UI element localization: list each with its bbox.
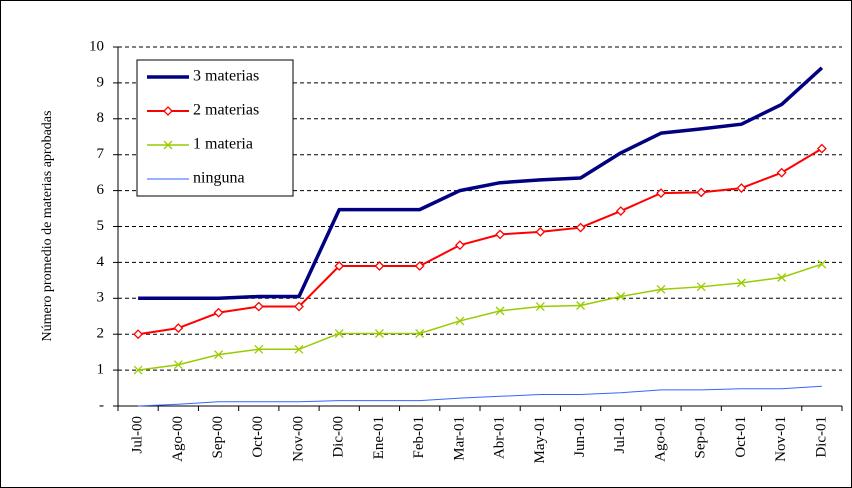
legend-marker: [163, 140, 173, 150]
x-tick-label: Oct-01: [733, 416, 749, 458]
legend-label: 3 materias: [193, 68, 259, 85]
data-point: [696, 187, 707, 198]
data-point: [817, 259, 827, 269]
data-point: [173, 323, 184, 334]
data-point: [294, 301, 304, 312]
data-point: [656, 188, 666, 199]
y-tick-label: 10: [89, 38, 104, 54]
y-tick-label: 5: [97, 218, 105, 234]
data-point: [495, 229, 506, 240]
data-point: [736, 183, 747, 194]
y-tick-label: 9: [97, 74, 105, 90]
data-point: [696, 282, 706, 292]
data-point: [133, 329, 144, 340]
x-tick-label: Mar-01: [451, 416, 467, 461]
x-tick-label: Jun-01: [572, 416, 588, 457]
data-point: [334, 329, 344, 338]
data-point: [415, 329, 425, 338]
data-point: [374, 261, 385, 271]
data-point: [575, 222, 586, 233]
x-tick-label: Dic-01: [813, 416, 829, 458]
legend-marker: [163, 106, 173, 116]
data-point: [495, 306, 505, 316]
y-tick-label: 2: [97, 326, 105, 342]
data-point: [816, 143, 827, 154]
data-point: [414, 261, 425, 271]
data-point: [133, 365, 143, 375]
x-tick-label: Sep-00: [210, 416, 226, 459]
data-point: [576, 301, 586, 310]
data-point: [214, 350, 224, 360]
x-tick-label: Ago-01: [652, 416, 668, 462]
legend-label: 2 materias: [193, 102, 259, 119]
data-point: [334, 261, 345, 271]
data-point: [615, 206, 626, 216]
series-line: [138, 66, 824, 301]
x-tick-label: Ene-01: [371, 416, 387, 459]
data-point: [455, 316, 465, 326]
y-tick-label: 4: [97, 254, 105, 270]
x-tick-label: Abr-01: [492, 416, 508, 459]
series-line: [138, 385, 822, 407]
data-point: [656, 284, 666, 294]
y-tick-label: 3: [97, 290, 105, 306]
x-tick-label: Dic-00: [331, 416, 347, 458]
legend-label: 1 materia: [193, 136, 253, 153]
x-tick-label: Jul-01: [612, 416, 628, 454]
x-tick-label: Nov-00: [290, 416, 306, 462]
x-tick-label: Nov-01: [773, 416, 789, 462]
legend-box: [136, 59, 294, 197]
data-point: [535, 302, 545, 312]
data-point: [776, 167, 787, 178]
x-tick-label: Jul-00: [130, 416, 146, 454]
data-point: [213, 307, 224, 318]
data-point: [736, 278, 746, 288]
x-tick-label: Feb-01: [411, 416, 427, 459]
legend-label: ninguna: [193, 170, 245, 187]
data-point: [254, 344, 264, 354]
x-tick-label: Ago-00: [170, 416, 186, 462]
y-tick-label: -: [99, 397, 104, 413]
x-tick-label: Oct-00: [250, 416, 266, 458]
x-tick-label: May-01: [532, 416, 548, 464]
series-line: [138, 263, 823, 371]
y-tick-label: 1: [97, 362, 105, 378]
x-tick-label: Sep-01: [693, 416, 709, 459]
series-line: [137, 147, 823, 336]
data-point: [777, 273, 787, 282]
data-point: [173, 360, 183, 370]
y-tick-label: 6: [97, 182, 105, 198]
data-point: [253, 301, 264, 312]
y-tick-label: 8: [97, 110, 105, 126]
y-axis-label: Número promedio de materias aprobadas: [40, 111, 55, 342]
data-point: [616, 292, 626, 301]
data-point: [535, 226, 546, 237]
data-point: [454, 240, 465, 251]
y-tick-label: 7: [97, 146, 105, 162]
data-point: [374, 329, 384, 338]
data-point: [294, 344, 304, 354]
